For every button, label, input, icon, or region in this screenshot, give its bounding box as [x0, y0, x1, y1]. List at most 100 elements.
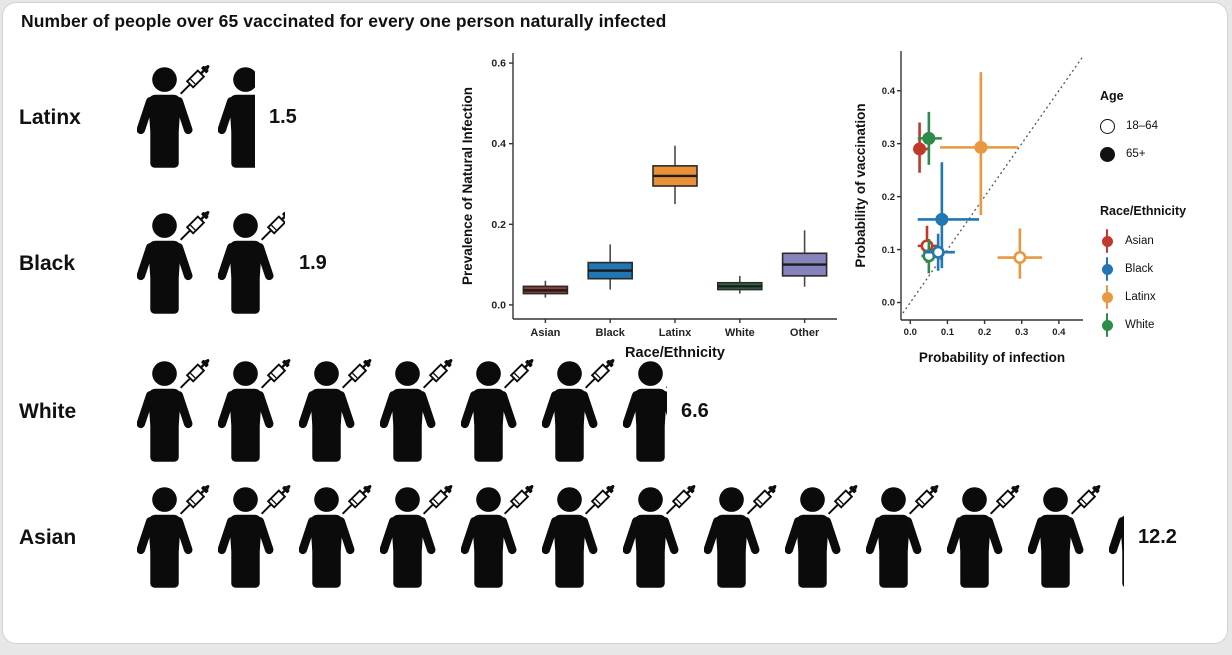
person-icon — [542, 485, 615, 588]
person-syringe-icon — [380, 359, 454, 464]
legend-item-label: White — [1125, 319, 1155, 331]
svg-text:Probability of infection: Probability of infection — [919, 350, 1065, 365]
person-icon — [218, 359, 291, 462]
svg-text:White: White — [725, 327, 755, 339]
legend-group-race: Race/Ethnicity Asian Black Latinx White — [1100, 204, 1230, 339]
person-icon — [542, 359, 615, 462]
person-syringe-icon — [461, 485, 535, 590]
person-icon — [785, 485, 858, 588]
pointrange-icon — [1100, 229, 1114, 253]
svg-text:0.6: 0.6 — [491, 58, 506, 70]
person-icon — [947, 485, 1020, 588]
svg-text:Other: Other — [790, 327, 820, 339]
person-icon — [380, 485, 453, 588]
legend-item-white: White — [1100, 311, 1230, 339]
legend-item-label: 18–64 — [1126, 120, 1158, 132]
svg-text:0.0: 0.0 — [491, 299, 506, 311]
svg-text:0.4: 0.4 — [491, 138, 506, 150]
person-icon — [623, 485, 696, 588]
point-white-older — [917, 111, 942, 165]
partial-person-syringe-icon — [218, 65, 255, 170]
person-syringe-icon — [1028, 485, 1102, 590]
svg-text:0.0: 0.0 — [882, 298, 895, 309]
person-icon — [704, 485, 777, 588]
person-icon — [218, 485, 291, 588]
syringe-icon — [341, 359, 372, 389]
legend-item-label: Black — [1125, 263, 1154, 275]
legend-item-label: Asian — [1125, 235, 1154, 247]
syringe-icon — [827, 485, 858, 515]
scatter-panel: 0.0 0.1 0.2 0.3 0.4 0.0 0.1 0.2 0.3 0.4 Probabilit… — [853, 43, 1091, 375]
person-icon — [1028, 485, 1101, 588]
person-icon — [461, 485, 534, 588]
row-label: Black — [19, 251, 76, 275]
figure-title: Number of people over 65 vaccinated for … — [21, 11, 667, 31]
person-icon — [137, 359, 210, 462]
row-icons — [137, 359, 667, 464]
point-black-younger — [923, 233, 955, 271]
row-label: Asian — [19, 525, 77, 549]
pictogram-row-asian: Asian — [19, 485, 1177, 590]
syringe-icon — [260, 211, 285, 241]
svg-text:0.4: 0.4 — [882, 86, 896, 97]
syringe-icon — [422, 485, 453, 515]
syringe-icon — [503, 359, 534, 389]
person-icon — [299, 485, 372, 588]
syringe-icon — [179, 485, 210, 515]
person-syringe-icon — [542, 485, 616, 590]
person-syringe-icon — [380, 485, 454, 590]
identity-line — [902, 55, 1084, 314]
syringe-icon — [908, 485, 939, 515]
pointrange-icon — [1100, 285, 1114, 309]
svg-text:0.3: 0.3 — [1015, 327, 1028, 338]
person-syringe-icon — [299, 485, 373, 590]
syringe-icon — [260, 485, 291, 515]
svg-text:0.2: 0.2 — [978, 327, 991, 338]
syringe-icon — [341, 485, 372, 515]
row-value: 6.6 — [681, 400, 709, 422]
syringe-icon — [989, 485, 1020, 515]
row-icons — [137, 65, 255, 170]
person-syringe-icon — [137, 65, 211, 170]
partial-person-syringe-icon — [218, 211, 285, 316]
person-syringe-icon — [704, 485, 778, 590]
person-syringe-icon — [461, 359, 535, 464]
person-icon — [137, 65, 210, 168]
point-latinx-younger — [997, 228, 1043, 279]
legend-title-age: Age — [1100, 89, 1124, 103]
legend-item-label: Latinx — [1125, 291, 1156, 303]
svg-text:Asian: Asian — [530, 327, 560, 339]
person-icon — [299, 359, 372, 462]
figure-card: Number of people over 65 vaccinated for … — [2, 2, 1228, 644]
boxplot-chart: 0.0 0.2 0.4 0.6 Asian Black Latinx White Other Ra… — [460, 53, 837, 361]
syringe-icon — [746, 485, 777, 515]
row-value: 1.5 — [269, 106, 297, 128]
person-syringe-icon — [785, 485, 859, 590]
partial-person-syringe-icon — [1109, 485, 1124, 590]
box-asian — [522, 280, 569, 298]
pictogram-row-white: White — [19, 359, 709, 464]
person-syringe-icon — [137, 485, 211, 590]
syringe-icon — [260, 359, 291, 389]
person-syringe-icon — [623, 485, 697, 590]
svg-text:0.2: 0.2 — [491, 219, 506, 231]
person-syringe-icon — [218, 485, 292, 590]
row-icons — [137, 485, 1124, 590]
person-syringe-icon — [218, 359, 292, 464]
svg-text:0.0: 0.0 — [904, 327, 917, 338]
svg-text:Probability of vaccination: Probability of vaccination — [853, 103, 868, 267]
person-icon — [137, 211, 210, 314]
svg-text:0.1: 0.1 — [941, 327, 955, 338]
person-icon — [137, 485, 210, 588]
svg-text:0.2: 0.2 — [882, 192, 895, 203]
syringe-icon — [584, 359, 615, 389]
person-icon — [218, 67, 255, 168]
syringe-icon — [1070, 485, 1101, 515]
syringe-icon — [665, 485, 696, 515]
box-white — [716, 275, 763, 294]
svg-text:0.4: 0.4 — [1052, 327, 1066, 338]
scatter-chart: 0.0 0.1 0.2 0.3 0.4 0.0 0.1 0.2 0.3 0.4 Probabilit… — [853, 51, 1084, 365]
open-circle-icon — [1100, 118, 1115, 134]
box-black — [587, 244, 633, 290]
